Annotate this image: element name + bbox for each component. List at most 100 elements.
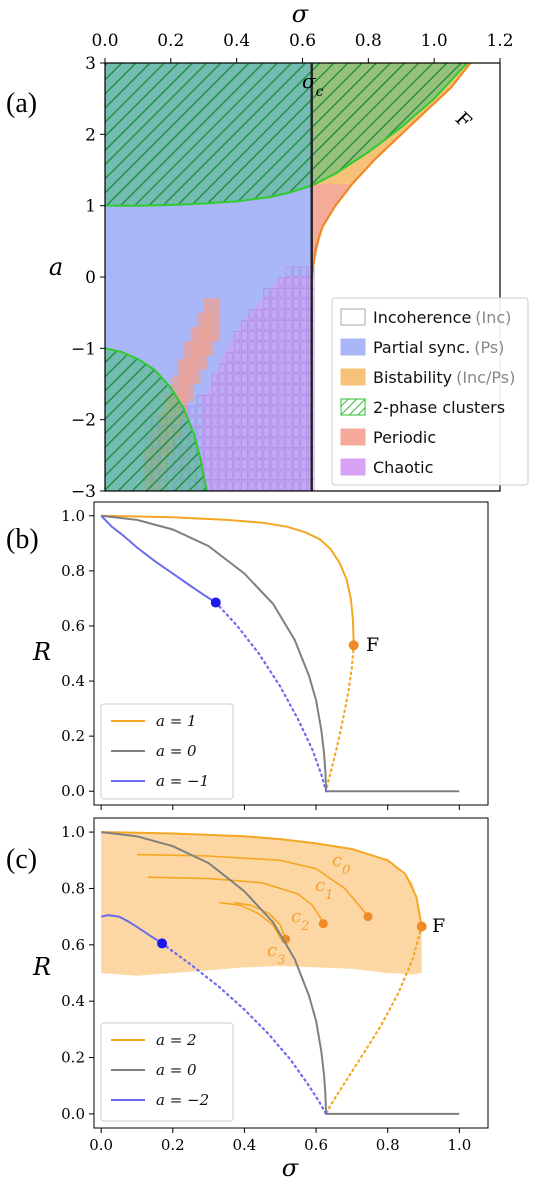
- chaotic-cell: [233, 448, 241, 459]
- chaotic-cell: [300, 405, 308, 416]
- chaotic-cell: [285, 266, 293, 277]
- chaotic-cell: [263, 437, 271, 448]
- chaotic-cell: [292, 320, 300, 331]
- chaotic-cell: [278, 416, 285, 427]
- chaotic-cell: [285, 277, 293, 288]
- chaotic-cell: [285, 320, 293, 331]
- chaotic-cell: [300, 362, 308, 373]
- chaotic-cell: [300, 288, 308, 299]
- cluster-boundary-upper: [105, 63, 468, 207]
- chaotic-cell: [263, 341, 271, 352]
- chaotic-cell: [270, 416, 278, 427]
- chaotic-cell: [270, 320, 278, 331]
- series-unstable-0: [325, 644, 355, 793]
- chaotic-cell: [292, 469, 300, 480]
- chaotic-cell: [233, 416, 241, 427]
- chaotic-cell: [248, 384, 256, 395]
- panel-a-xlabel: σ: [292, 0, 309, 28]
- chaotic-cell: [226, 373, 234, 384]
- chaotic-cell: [218, 448, 226, 459]
- chaotic-cell: [196, 416, 204, 427]
- chaotic-cell: [263, 384, 271, 395]
- chaotic-cell: [233, 330, 241, 341]
- series-unstable-2: [214, 601, 328, 793]
- chaotic-cell: [248, 405, 256, 416]
- chaotic-cell: [263, 298, 271, 309]
- c1-curve: [147, 876, 324, 925]
- chaotic-cell: [204, 416, 211, 427]
- legend-swatch: [340, 338, 366, 356]
- chaotic-cell: [285, 352, 293, 363]
- chaotic-cell: [218, 384, 226, 395]
- chaotic-cell: [204, 405, 211, 416]
- chaotic-cell: [241, 395, 248, 406]
- chaotic-cell: [233, 437, 241, 448]
- chaotic-cell: [300, 320, 308, 331]
- chaotic-cell: [218, 362, 226, 373]
- legend-label: a = 1: [156, 712, 197, 730]
- y-tick-label: 1.0: [61, 507, 85, 525]
- chaotic-cell: [278, 384, 285, 395]
- chaotic-cell: [278, 309, 285, 320]
- chaotic-cell: [226, 395, 234, 406]
- x-tick-label: 0.2: [157, 31, 184, 51]
- chaotic-cell: [241, 437, 248, 448]
- x-tick-label: 0.6: [304, 1136, 328, 1154]
- chaotic-cell: [278, 330, 285, 341]
- chaotic-cell: [233, 373, 241, 384]
- series-line-0: [101, 831, 423, 927]
- chaotic-cell: [233, 405, 241, 416]
- chaotic-cell: [226, 459, 234, 470]
- chaotic-cell: [278, 469, 285, 480]
- chaotic-cell: [300, 480, 308, 491]
- chaotic-cell: [218, 395, 226, 406]
- chaotic-cell: [255, 448, 263, 459]
- chaotic-cell: [241, 427, 248, 438]
- chaotic-cell: [278, 320, 285, 331]
- chaotic-cell: [292, 341, 300, 352]
- y-tick-label: −3: [71, 482, 96, 502]
- chaotic-cell: [226, 469, 234, 480]
- chaotic-cell: [241, 469, 248, 480]
- chaotic-cell: [255, 384, 263, 395]
- chaotic-cell: [255, 405, 263, 416]
- chaotic-cell: [263, 395, 271, 406]
- panel-a-legend: Incoherence (Inc) Partial sync. (Ps) Bistabi…: [331, 297, 529, 486]
- chaotic-cell: [233, 362, 241, 373]
- chaotic-cell: [204, 437, 211, 448]
- chaotic-cell: [211, 448, 219, 459]
- chaotic-cell: [270, 480, 278, 491]
- chaotic-cell: [248, 362, 256, 373]
- chaotic-cell: [241, 448, 248, 459]
- panel-b-label: (b): [6, 524, 39, 555]
- x-tick-label: 0.8: [376, 1136, 400, 1154]
- cluster-hatch-upper: [105, 63, 468, 206]
- chaotic-cell: [278, 341, 285, 352]
- chaotic-cell: [285, 405, 293, 416]
- panel-b-frame: [93, 501, 489, 806]
- legend-label: a = −1: [156, 772, 209, 790]
- x-tick-label: 0.8: [355, 31, 382, 51]
- chaotic-cell: [248, 309, 256, 320]
- chaotic-cell: [300, 298, 308, 309]
- legend-label: a = −2: [156, 1091, 209, 1109]
- chaotic-cell: [248, 427, 256, 438]
- chaotic-cell: [278, 459, 285, 470]
- chaotic-cell: [233, 427, 241, 438]
- chaotic-cell: [300, 277, 308, 288]
- chaotic-cell: [211, 395, 219, 406]
- legend-label: 2-phase clusters: [373, 398, 505, 417]
- chaotic-cell: [270, 362, 278, 373]
- chaotic-cell: [270, 448, 278, 459]
- chaotic-cell: [263, 330, 271, 341]
- legend-label: Partial sync. (Ps): [373, 338, 504, 357]
- chaotic-cell: [241, 373, 248, 384]
- chaotic-cell: [292, 416, 300, 427]
- c2-curve: [233, 901, 287, 940]
- chaotic-cell: [255, 341, 263, 352]
- chaotic-cell: [270, 288, 278, 299]
- fold-annotation-a: F: [451, 108, 476, 133]
- chaotic-cell: [300, 330, 308, 341]
- chaotic-cell: [211, 459, 219, 470]
